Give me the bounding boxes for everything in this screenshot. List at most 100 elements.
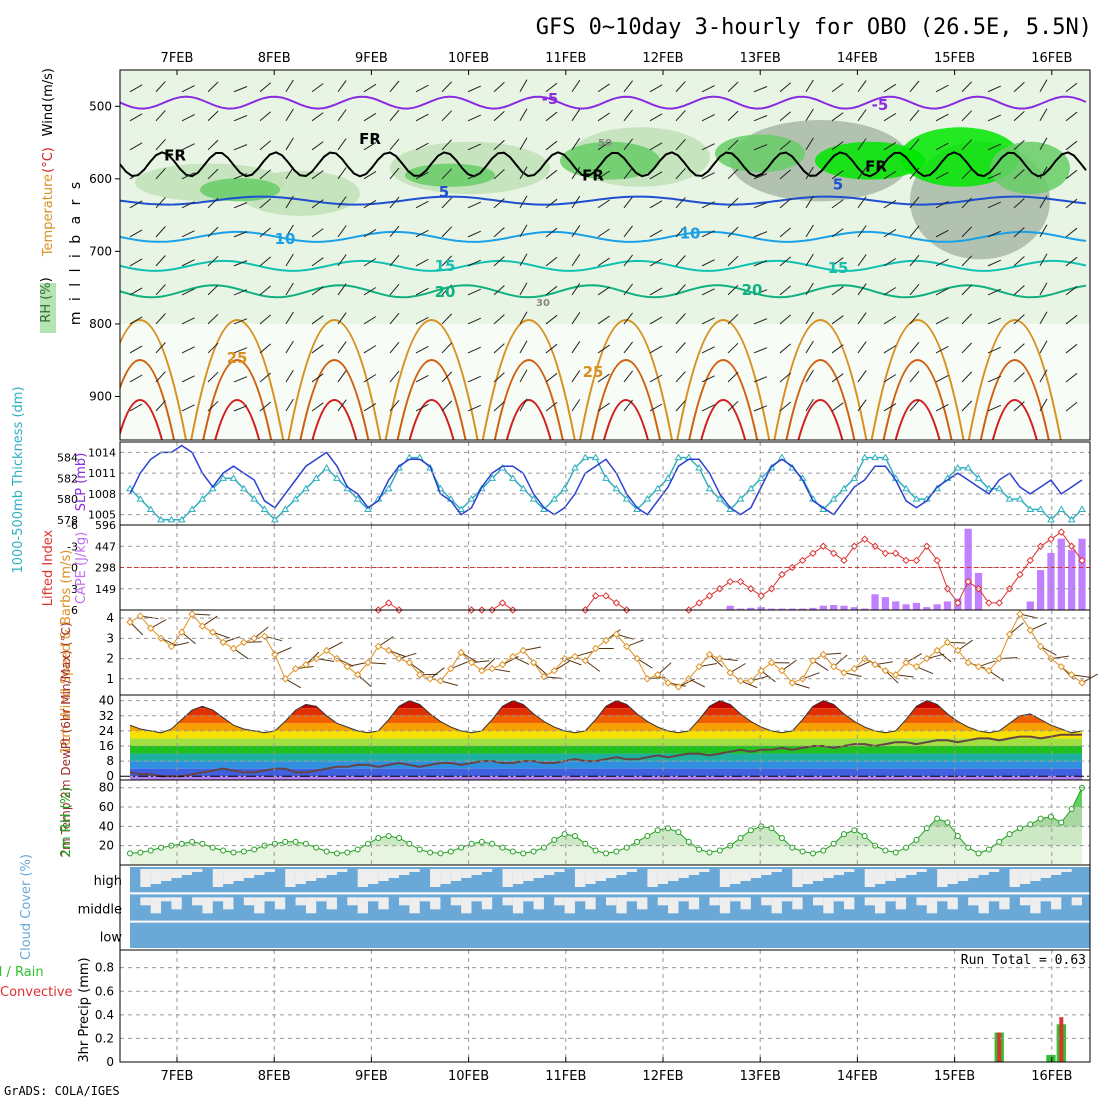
cloud-gap-middle	[720, 897, 730, 913]
date-label-bottom-10FEB: 10FEB	[448, 1069, 489, 1084]
cloud-gap-high	[140, 869, 150, 887]
cloud-gap-high	[958, 869, 968, 881]
contour-label-2: 5	[439, 183, 449, 201]
cape-bar	[820, 606, 827, 610]
cloud-gap-middle	[947, 897, 957, 909]
temp-band-9	[120, 761, 1090, 769]
temp-tick-label: 40	[99, 694, 114, 708]
cloud-gap-middle	[316, 897, 326, 901]
rh2m-marker	[1038, 816, 1043, 821]
cloud-gap-high	[503, 869, 513, 887]
cloud-gap-middle	[1041, 897, 1051, 901]
rh2m-marker	[562, 832, 567, 837]
cloud-gap-middle	[192, 897, 202, 905]
cloud-row-label-middle: middle	[78, 902, 122, 917]
rh2m-marker	[945, 820, 950, 825]
rh2m-marker	[852, 828, 857, 833]
rh2m-marker	[593, 848, 598, 853]
cloud-gap-high	[213, 869, 223, 887]
rh-tick-label: 60	[99, 800, 114, 814]
cloud-gap-middle	[627, 897, 637, 901]
cloud-gap-high	[678, 869, 688, 878]
cloud-gap-middle	[358, 897, 368, 913]
contour-label-11: 25	[583, 363, 604, 381]
temp-band-7	[120, 746, 1090, 754]
cloud-gap-middle	[689, 897, 699, 909]
date-label-top-10FEB: 10FEB	[448, 51, 489, 66]
cape-bar	[1047, 553, 1054, 610]
rh2m-marker	[686, 839, 691, 844]
cape-bar	[727, 606, 734, 610]
rh2m-marker	[997, 839, 1002, 844]
rh2m-marker	[448, 849, 453, 854]
upper-ylabel: m i l l i b a r s	[68, 179, 84, 325]
cloud-gap-middle	[1020, 897, 1030, 905]
wind-side-label: Wind	[41, 104, 56, 137]
cloud-gap-high	[244, 869, 254, 878]
temp-tick-label: 32	[99, 709, 114, 723]
contour-label-14: FR	[164, 147, 186, 165]
rh2m-marker	[521, 851, 526, 856]
date-label-top-13FEB: 13FEB	[740, 51, 781, 66]
upper-air-group	[94, 70, 1090, 440]
date-label-bottom-16FEB: 16FEB	[1031, 1069, 1072, 1084]
cloud-gap-middle	[399, 897, 409, 905]
cloud-gap-high	[947, 869, 957, 884]
date-label-top-16FEB: 16FEB	[1031, 51, 1072, 66]
cloud-gap-middle	[171, 897, 181, 909]
cape-bar	[840, 606, 847, 610]
rh2m-marker	[707, 850, 712, 855]
rh2m-marker	[355, 847, 360, 852]
rh2m-marker	[604, 851, 609, 856]
upper-tick-label: 900	[89, 389, 112, 403]
cloud-gap-middle	[999, 897, 1009, 909]
cloud-gap-middle	[296, 897, 306, 905]
cloud-gap-middle	[844, 897, 854, 909]
rh2m-marker	[428, 850, 433, 855]
upper-tick-label: 500	[89, 99, 112, 113]
cloud-gap-high	[461, 869, 471, 878]
cloud-gap-high	[554, 869, 564, 872]
precip-tick-label: 0.6	[95, 984, 114, 998]
cloud-gap-high	[296, 869, 306, 884]
cloud-gap-high	[896, 869, 906, 878]
rh2m-marker	[231, 850, 236, 855]
cloud-gap-middle	[244, 897, 254, 905]
cloud-gap-middle	[637, 897, 647, 909]
panel-bg-precip	[120, 950, 1090, 1062]
rh2m-marker	[842, 832, 847, 837]
rh2m-marker	[324, 849, 329, 854]
cloud-gap-high	[596, 869, 606, 881]
cape-bar	[1037, 570, 1044, 610]
date-label-bottom-8FEB: 8FEB	[258, 1069, 291, 1084]
cloud-gap-middle	[523, 897, 533, 901]
cloud-gap-middle	[265, 897, 275, 901]
date-label-top-14FEB: 14FEB	[837, 51, 878, 66]
li-ylabel: Lifted Index	[41, 529, 56, 606]
cloud-gap-middle	[585, 897, 595, 909]
rh-area-12	[990, 142, 1070, 194]
thickness-ylabel: 1000-500mb Thickness (dm)	[11, 386, 26, 573]
cape-bar	[871, 594, 878, 610]
cloud-gap-high	[968, 869, 978, 878]
cloud-gap-high	[844, 869, 854, 872]
cloud-gap-high	[616, 869, 626, 875]
cloud-gap-middle	[223, 897, 233, 909]
rh2m-marker	[779, 835, 784, 840]
cape-bar	[1027, 601, 1034, 610]
cloud-gap-high	[658, 869, 668, 884]
cloud-gap-middle	[368, 897, 378, 901]
date-label-top-11FEB: 11FEB	[545, 51, 586, 66]
date-label-bottom-13FEB: 13FEB	[740, 1069, 781, 1084]
rh2m-marker	[655, 828, 660, 833]
cloud-gap-high	[916, 869, 926, 872]
cloud-gap-high	[482, 869, 492, 872]
cloud-gap-middle	[554, 897, 564, 905]
date-label-top-7FEB: 7FEB	[161, 51, 194, 66]
cloud-gap-high	[327, 869, 337, 875]
cloud-gap-middle	[482, 897, 492, 909]
date-label-bottom-14FEB: 14FEB	[837, 1069, 878, 1084]
precip-ylabel: 3hr Precip (mm)	[77, 957, 92, 1062]
date-label-bottom-12FEB: 12FEB	[642, 1069, 683, 1084]
